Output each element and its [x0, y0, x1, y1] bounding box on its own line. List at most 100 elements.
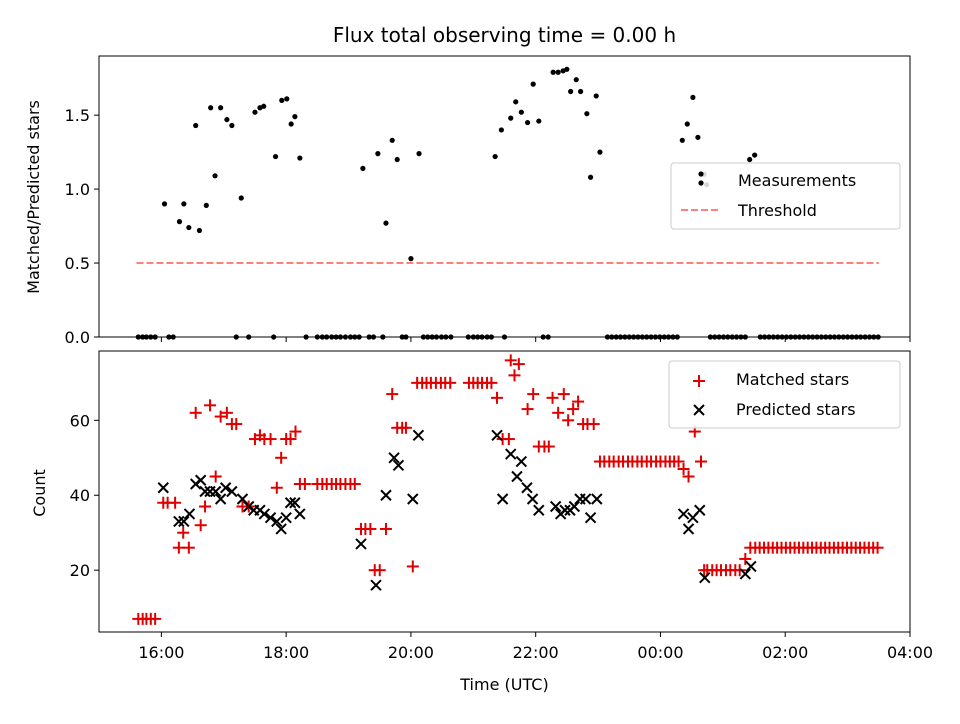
- matched-star-point: [399, 421, 412, 434]
- matched-star-point: [182, 541, 195, 554]
- measurement-point: [584, 111, 590, 117]
- predicted-star-point: [199, 485, 211, 498]
- bottom-ytick-label: 60: [70, 411, 90, 430]
- measurement-point: [208, 105, 214, 111]
- bottom-ylabel: Count: [30, 469, 49, 517]
- legend-predicted-label: Predicted stars: [736, 400, 856, 419]
- predicted-star-point: [355, 538, 367, 550]
- matched-star-point: [444, 376, 457, 389]
- predicted-star-point: [407, 493, 419, 505]
- measurement-point: [690, 94, 696, 101]
- matched-star-point: [230, 418, 243, 431]
- matched-star-point: [552, 406, 565, 419]
- bottom-xtick-label: 02:00: [762, 643, 808, 662]
- measurement-point: [684, 121, 690, 127]
- matched-star-point: [406, 560, 419, 573]
- matched-star-point: [542, 440, 555, 453]
- predicted-star-point: [496, 493, 509, 505]
- matched-star-point: [491, 391, 504, 404]
- top-axes-frame: [98, 55, 911, 338]
- top-ticks: 0.0 0.5 1.0 1.5: [65, 106, 911, 347]
- top-legend-box: [670, 162, 901, 230]
- matched-star-point: [504, 354, 517, 367]
- bottom-ytick-label: 40: [70, 486, 90, 505]
- matched-star-point: [521, 403, 534, 416]
- predicted-star-point: [505, 448, 517, 460]
- bottom-xtick-label: 16:00: [138, 643, 184, 662]
- top-ytick-label: 0.5: [65, 254, 90, 273]
- matched-star-point: [386, 388, 399, 401]
- predicted-star-point: [491, 429, 503, 442]
- bottom-xtick-label: 20:00: [388, 643, 434, 662]
- matched-star-point: [289, 425, 302, 438]
- predicted-star-point: [511, 470, 523, 483]
- matched-star-point: [871, 541, 884, 554]
- measurement-point: [498, 127, 504, 133]
- measurement-point: [524, 119, 531, 126]
- measurement-point: [272, 153, 279, 160]
- predicted-star-point: [515, 455, 528, 468]
- measurement-point: [530, 81, 536, 87]
- predicted-star-point: [258, 508, 271, 520]
- predicted-star-point: [412, 429, 425, 442]
- bottom-xtick-label: 18:00: [263, 643, 309, 662]
- legend-measurements-label: Measurements: [738, 171, 856, 190]
- measurement-point: [695, 134, 701, 140]
- matched-star-point: [209, 470, 222, 483]
- predicted-star-point: [591, 493, 603, 505]
- measurement-point: [203, 202, 209, 208]
- measurement-point: [176, 219, 183, 225]
- predicted-star-point: [533, 504, 545, 516]
- matched-star-point: [546, 391, 559, 404]
- predicted-star-point: [275, 523, 287, 535]
- measurement-point: [578, 88, 584, 95]
- top-ylabel: Matched/Predicted stars: [24, 100, 43, 294]
- measurement-point: [593, 93, 599, 99]
- top-legend: Measurements Threshold: [670, 162, 901, 230]
- matched-star-point: [572, 395, 585, 408]
- measurement-point: [394, 156, 400, 163]
- measurement-point: [383, 220, 389, 226]
- matched-star-point: [739, 552, 752, 565]
- predicted-star-point: [271, 515, 283, 528]
- measurement-point: [492, 153, 498, 160]
- predicted-star-point: [219, 482, 232, 494]
- matched-star-point: [189, 406, 202, 419]
- predicted-star-point: [677, 508, 690, 520]
- matched-star-point: [485, 376, 498, 389]
- measurement-point: [297, 155, 303, 161]
- x-axis-label: Time (UTC): [459, 675, 548, 694]
- matched-star-point: [204, 399, 217, 412]
- measurement-point: [536, 118, 542, 124]
- matched-star-point: [364, 522, 377, 535]
- measurement-point: [279, 97, 285, 103]
- legend-threshold-label: Threshold: [737, 201, 817, 220]
- measurement-point: [747, 156, 753, 163]
- bottom-axes-frame: [98, 350, 911, 633]
- bottom-ticks: 16:00 18:00 20:00 22:00 00:00 02:00 04:00 20 40 6…: [70, 411, 933, 662]
- measurement-point: [416, 151, 422, 157]
- measurement-point: [212, 173, 218, 179]
- predicted-star-point: [699, 571, 711, 584]
- measurement-point: [288, 121, 294, 127]
- measurement-point: [224, 116, 230, 123]
- matched-star-point: [270, 481, 283, 494]
- predicted-star-point: [380, 489, 392, 501]
- bottom-xtick-label: 00:00: [637, 643, 683, 662]
- matched-star-point: [733, 564, 746, 577]
- predicted-star-point: [392, 459, 405, 471]
- predicted-star-point: [370, 579, 382, 591]
- bottom-xtick-label: 22:00: [513, 643, 559, 662]
- predicted-star-point: [209, 485, 222, 498]
- measurement-point: [181, 201, 187, 207]
- bottom-xtick-label: 04:00: [887, 643, 933, 662]
- predicted-star-point: [682, 523, 695, 535]
- matched-star-point: [373, 564, 386, 577]
- measurement-point: [229, 122, 235, 129]
- matched-star-point: [275, 451, 288, 464]
- measurement-point: [679, 137, 685, 143]
- matched-star-point: [284, 433, 297, 446]
- predicted-star-point: [388, 452, 400, 464]
